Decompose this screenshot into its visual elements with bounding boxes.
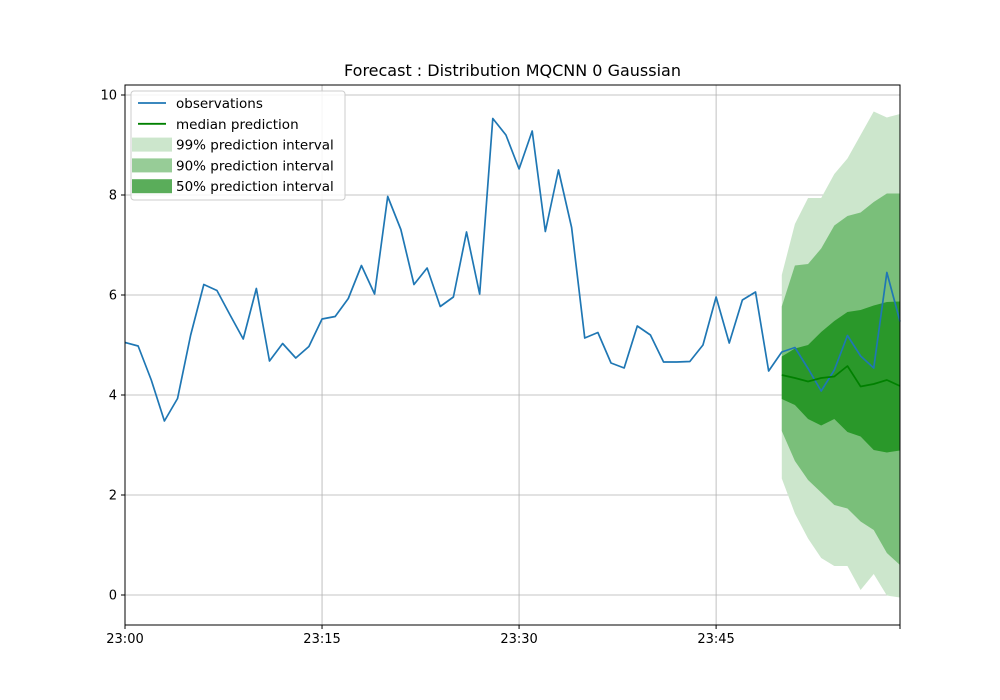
legend: observations median prediction 99% predict… (130, 90, 346, 201)
observations-line (124, 117, 901, 422)
legend-label: 90% prediction interval (176, 158, 334, 174)
legend-label: 99% prediction interval (176, 138, 334, 154)
legend-swatch-patch (132, 158, 172, 173)
x-tick-label: 23:30 (500, 632, 537, 647)
y-tick-label: 4 (109, 389, 117, 404)
series-lines (124, 117, 901, 422)
y-tick-label: 10 (100, 89, 117, 104)
x-tick-label: 23:15 (303, 632, 340, 647)
chart-title: Forecast : Distribution MQCNN 0 Gaussian (344, 61, 681, 80)
plot-frame (124, 84, 901, 626)
y-tick-label: 0 (109, 589, 117, 604)
median-prediction-line (781, 365, 901, 388)
y-tick-label: 6 (109, 289, 117, 304)
prediction-interval-50-band (781, 301, 900, 453)
legend-label: median prediction (176, 117, 299, 133)
legend-label: observations (176, 96, 263, 112)
x-tick-label: 23:00 (106, 632, 143, 647)
legend-label: 50% prediction interval (176, 179, 334, 195)
y-tick-label: 8 (109, 189, 117, 204)
tick-labels: 23:00 23:15 23:30 23:45 0 2 4 6 8 10 (100, 89, 734, 648)
axes (121, 84, 901, 629)
legend-box (130, 90, 346, 201)
x-tick-label: 23:45 (697, 632, 734, 647)
legend-swatch-patch (132, 179, 172, 194)
legend-swatch-patch (132, 137, 172, 152)
y-tick-label: 2 (109, 489, 117, 504)
